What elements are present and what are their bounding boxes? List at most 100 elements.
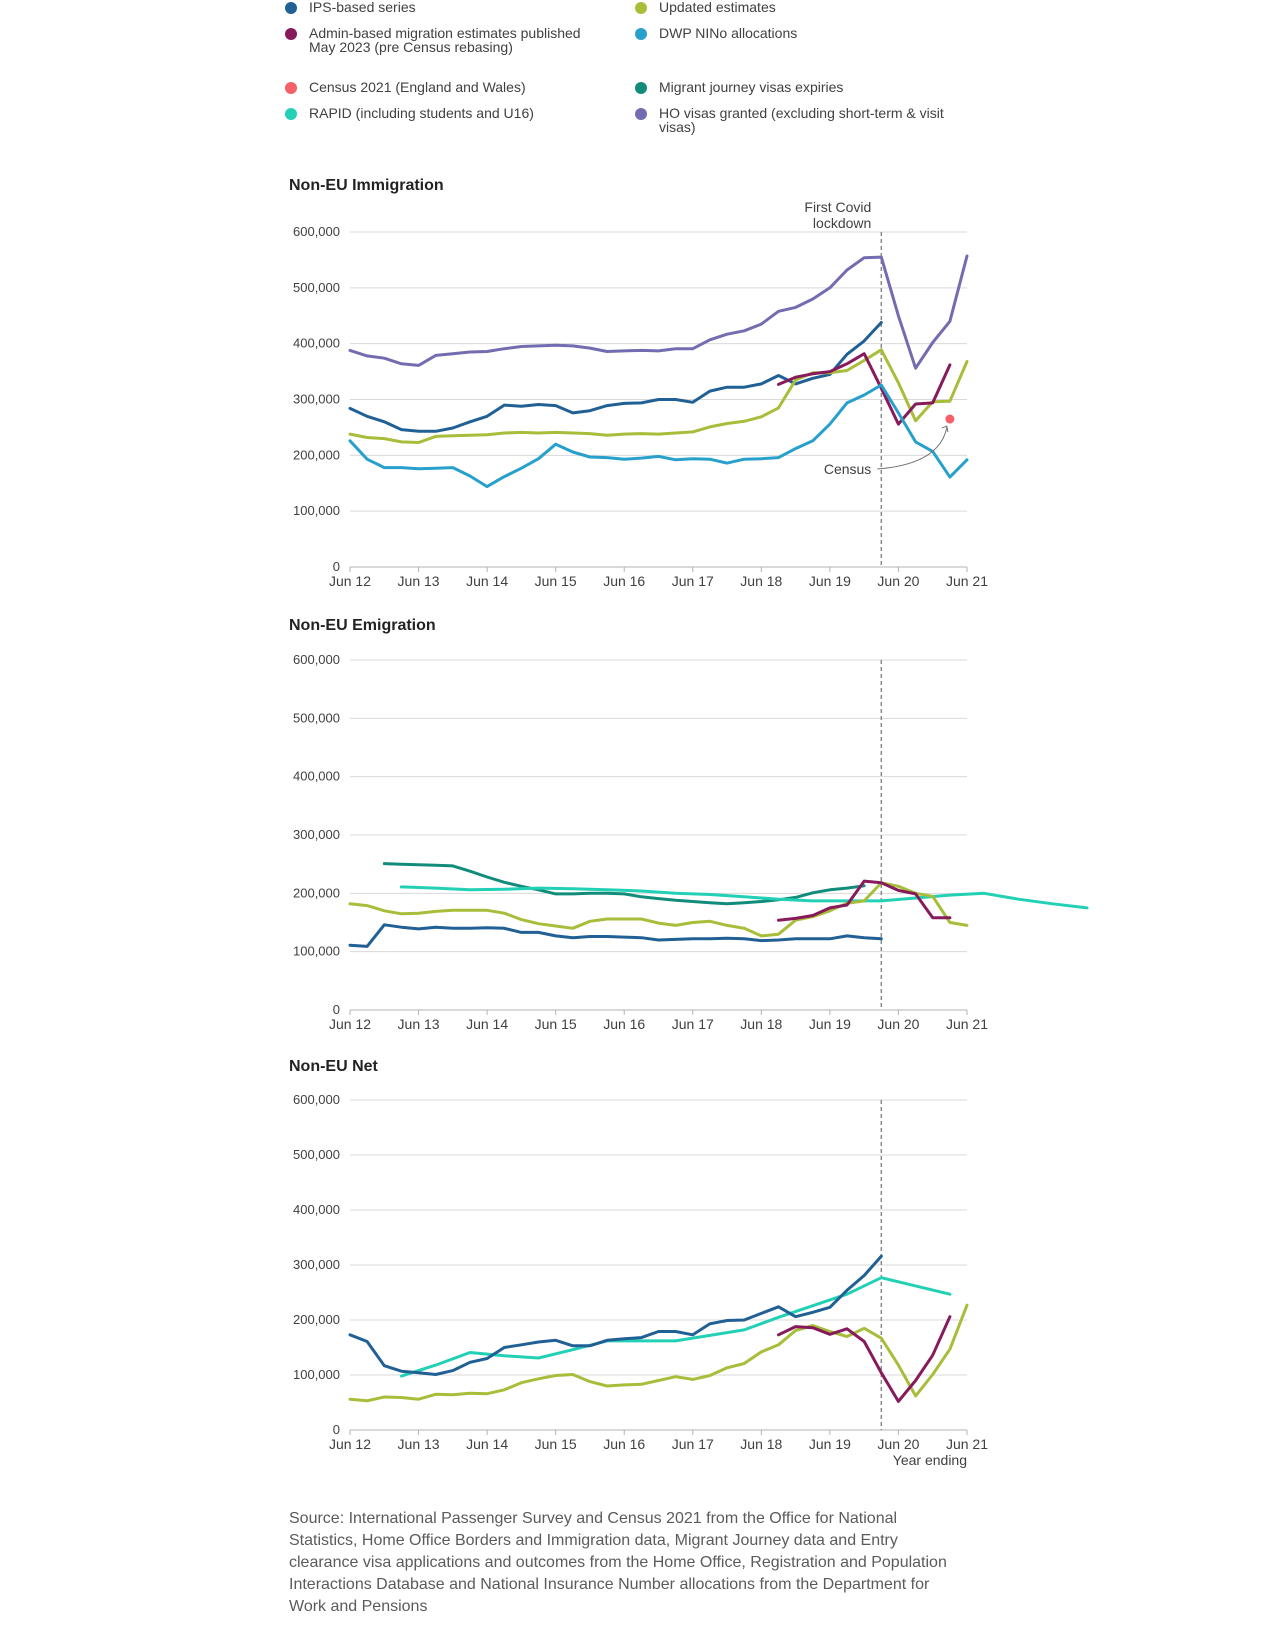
x-tick-label: Jun 18 bbox=[740, 1436, 782, 1452]
chart-title: Non-EU Net bbox=[289, 1058, 378, 1075]
x-tick-label: Jun 13 bbox=[398, 1436, 440, 1452]
y-tick-label: 400,000 bbox=[293, 1202, 340, 1217]
y-tick-label: 600,000 bbox=[293, 1092, 340, 1107]
series-line bbox=[348, 383, 969, 489]
y-tick-label: 400,000 bbox=[293, 336, 340, 351]
series-line bbox=[382, 862, 866, 906]
x-tick-label: Jun 21 bbox=[946, 573, 988, 589]
y-tick-label: 300,000 bbox=[293, 827, 340, 842]
legend-swatch-admin bbox=[285, 28, 297, 40]
series-line bbox=[348, 1303, 969, 1403]
y-tick-label: 100,000 bbox=[293, 1367, 340, 1382]
x-tick-label: Jun 16 bbox=[603, 1436, 645, 1452]
x-tick-label: Jun 12 bbox=[329, 1016, 371, 1032]
y-tick-label: 300,000 bbox=[293, 392, 340, 407]
x-tick-label: Jun 14 bbox=[466, 1436, 508, 1452]
legend: IPS-based series Updated estimates Admin-b… bbox=[285, 0, 985, 140]
x-tick-label: Jun 19 bbox=[809, 573, 851, 589]
legend-label: Admin-based migration estimates publishe… bbox=[309, 25, 581, 55]
y-tick-label: 500,000 bbox=[293, 710, 340, 725]
y-tick-label: 0 bbox=[333, 1002, 340, 1017]
legend-label: DWP NINo allocations bbox=[659, 25, 798, 41]
x-tick-label: Jun 19 bbox=[809, 1016, 851, 1032]
census-arrow bbox=[877, 426, 948, 470]
x-tick-label: Jun 20 bbox=[877, 1436, 919, 1452]
legend-label: Census 2021 (England and Wales) bbox=[309, 79, 526, 95]
series-line bbox=[777, 879, 952, 922]
series-line bbox=[399, 1276, 952, 1378]
y-tick-label: 200,000 bbox=[293, 447, 340, 462]
legend-item-rapid: RAPID (including students and U16) bbox=[285, 106, 605, 120]
x-tick-label: Jun 16 bbox=[603, 1016, 645, 1032]
x-tick-label: Jun 14 bbox=[466, 1016, 508, 1032]
x-tick-label: Jun 15 bbox=[535, 573, 577, 589]
x-tick-label: Jun 18 bbox=[740, 573, 782, 589]
legend-swatch-mj bbox=[635, 82, 647, 94]
legend-item-census: Census 2021 (England and Wales) bbox=[285, 80, 605, 94]
series-line bbox=[348, 348, 969, 444]
legend-item-nino: DWP NINo allocations bbox=[635, 26, 955, 40]
series-line bbox=[399, 885, 1089, 910]
y-tick-label: 0 bbox=[333, 559, 340, 574]
legend-swatch-rapid bbox=[285, 108, 297, 120]
x-tick-label: Jun 16 bbox=[603, 573, 645, 589]
x-tick-label: Jun 20 bbox=[877, 573, 919, 589]
chart-title: Non-EU Immigration bbox=[289, 177, 444, 194]
x-tick-label: Jun 17 bbox=[672, 573, 714, 589]
x-tick-label: Jun 20 bbox=[877, 1016, 919, 1032]
immigration-chart: 0 100,000 200,000 300,000 400,000 500,000 600,… bbox=[293, 199, 988, 589]
census-point bbox=[945, 414, 955, 424]
x-tick-label: Jun 21 bbox=[946, 1016, 988, 1032]
covid-lockdown-label: lockdown bbox=[813, 215, 871, 231]
y-tick-label: 400,000 bbox=[293, 769, 340, 784]
legend-label: Migrant journey visas expiries bbox=[659, 79, 844, 95]
chart-title: Non-EU Emigration bbox=[289, 617, 436, 634]
legend-label: HO visas granted (excluding short-term &… bbox=[659, 105, 944, 135]
x-tick-label: Jun 13 bbox=[398, 1016, 440, 1032]
legend-swatch-updated bbox=[635, 2, 647, 14]
legend-item-mj: Migrant journey visas expiries bbox=[635, 80, 955, 94]
covid-lockdown-label: First Covid bbox=[804, 199, 871, 215]
legend-item-admin: Admin-based migration estimates publishe… bbox=[285, 26, 605, 54]
legend-item-ips: IPS-based series bbox=[285, 0, 605, 14]
legend-label: RAPID (including students and U16) bbox=[309, 105, 534, 121]
y-tick-label: 200,000 bbox=[293, 1312, 340, 1327]
series-line bbox=[348, 881, 969, 938]
x-tick-label: Jun 17 bbox=[672, 1436, 714, 1452]
source-note: Source: International Passenger Survey a… bbox=[289, 1510, 947, 1615]
census-label: Census bbox=[824, 461, 871, 477]
legend-swatch-ho bbox=[635, 108, 647, 120]
y-tick-label: 100,000 bbox=[293, 503, 340, 518]
y-tick-label: 200,000 bbox=[293, 885, 340, 900]
x-tick-label: Jun 18 bbox=[740, 1016, 782, 1032]
x-axis-label: Year ending bbox=[893, 1452, 967, 1468]
census-arrow-head bbox=[941, 425, 949, 433]
y-tick-label: 500,000 bbox=[293, 280, 340, 295]
y-tick-label: 300,000 bbox=[293, 1257, 340, 1272]
x-tick-label: Jun 21 bbox=[946, 1436, 988, 1452]
series-line bbox=[777, 1315, 952, 1403]
emigration-chart: 0 100,000 200,000 300,000 400,000 500,000 600,… bbox=[293, 652, 1089, 1032]
series-line bbox=[348, 1254, 883, 1376]
net-chart: 0 100,000 200,000 300,000 400,000 500,000 600,… bbox=[293, 1092, 988, 1468]
series-line bbox=[348, 254, 969, 370]
x-tick-label: Jun 13 bbox=[398, 573, 440, 589]
x-tick-label: Jun 12 bbox=[329, 573, 371, 589]
y-tick-label: 500,000 bbox=[293, 1147, 340, 1162]
x-tick-label: Jun 19 bbox=[809, 1436, 851, 1452]
x-tick-label: Jun 14 bbox=[466, 573, 508, 589]
y-tick-label: 600,000 bbox=[293, 652, 340, 667]
legend-item-ho: HO visas granted (excluding short-term &… bbox=[635, 106, 955, 134]
y-tick-label: 600,000 bbox=[293, 224, 340, 239]
y-tick-label: 100,000 bbox=[293, 944, 340, 959]
series-line bbox=[777, 352, 952, 426]
x-tick-label: Jun 15 bbox=[535, 1016, 577, 1032]
legend-label: IPS-based series bbox=[309, 0, 416, 15]
legend-swatch-nino bbox=[635, 28, 647, 40]
legend-label: Updated estimates bbox=[659, 0, 776, 15]
y-tick-label: 0 bbox=[333, 1422, 340, 1437]
legend-swatch-census bbox=[285, 82, 297, 94]
x-tick-label: Jun 15 bbox=[535, 1436, 577, 1452]
x-tick-label: Jun 12 bbox=[329, 1436, 371, 1452]
legend-item-updated: Updated estimates bbox=[635, 0, 955, 14]
